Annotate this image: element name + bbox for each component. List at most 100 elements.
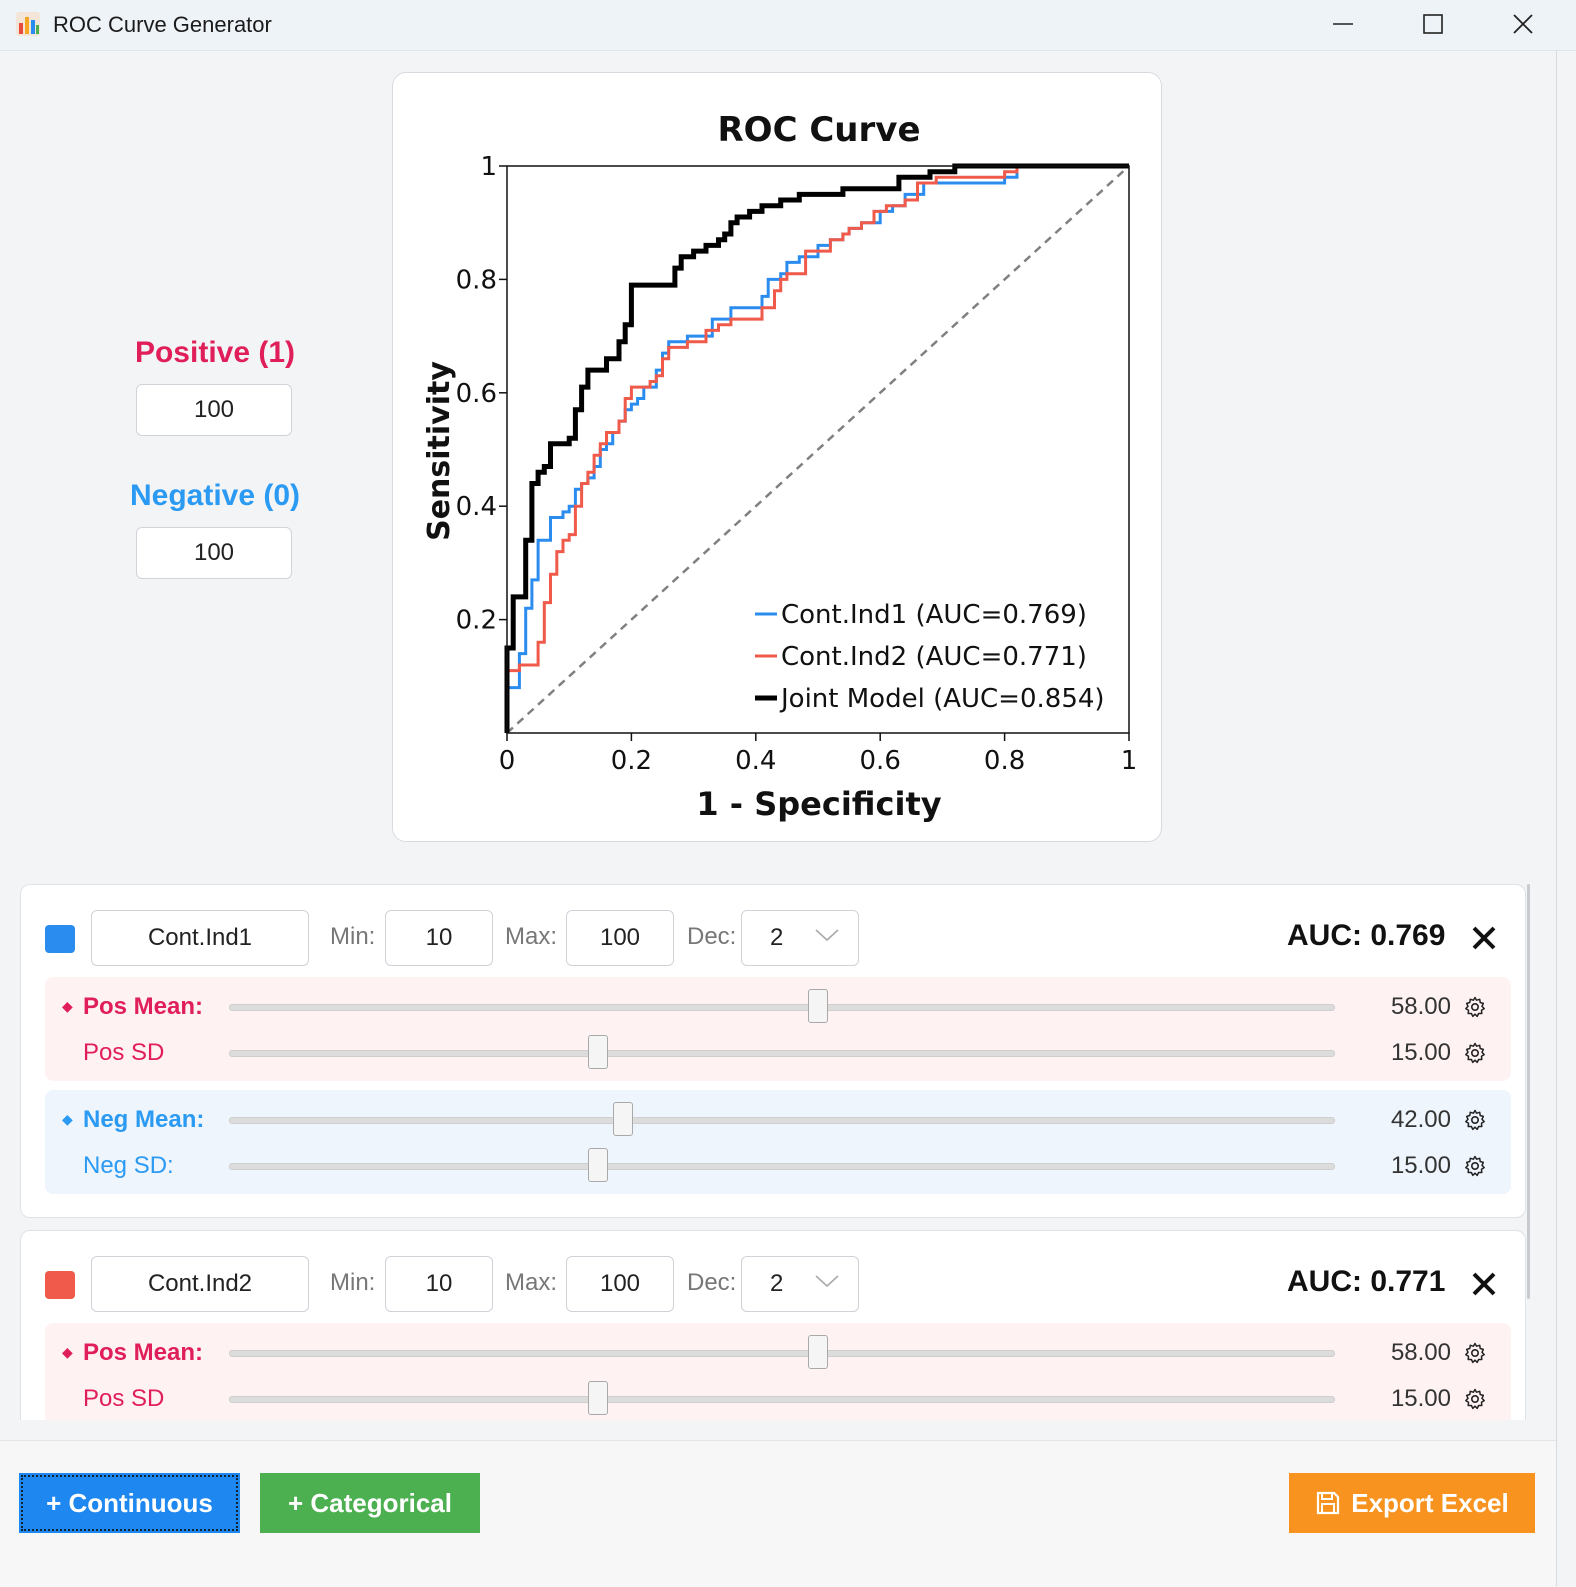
gear-icon[interactable] [1463,1108,1487,1132]
indicator-color-swatch[interactable] [45,1271,75,1299]
pos-sd-value: 15.00 [1390,1385,1451,1412]
neg-mean-label: Neg Mean: [83,1106,205,1133]
slider-thumb[interactable] [587,1148,608,1182]
series-line-2 [505,164,1129,733]
roc-chart-card: ROC Curve 0 0.2 0.4 0.6 0.8 1 0.2 0.4 0.6 0.8 1 Con… [392,72,1162,842]
max-label: Max: [505,1269,558,1296]
legend-entry: Joint Model (AUC=0.854) [779,684,1105,714]
minimize-button[interactable] [1298,0,1388,48]
maximize-button[interactable] [1388,0,1478,48]
decimals-select[interactable]: 2 [741,910,859,966]
pos-sd-label: Pos SD [83,1039,165,1066]
legend-entry: Cont.Ind1 (AUC=0.769) [781,600,1087,630]
chart-title: ROC Curve [717,110,920,150]
gear-icon[interactable] [1463,1154,1487,1178]
pos-sd-slider[interactable] [229,1035,1335,1069]
slider-thumb[interactable] [587,1381,608,1415]
x-tick-label: 0.2 [611,746,652,776]
chevron-down-icon [815,929,839,942]
close-icon [1513,14,1533,34]
negative-count-input[interactable] [136,527,292,579]
neg-sd-label: Neg SD: [83,1152,174,1179]
y-tick-label: 0.2 [456,606,497,636]
gear-icon[interactable] [1463,1387,1487,1411]
add-categorical-button[interactable]: + Categorical [260,1473,480,1533]
export-excel-button[interactable]: Export Excel [1289,1473,1535,1533]
neg-sd-slider[interactable] [229,1148,1335,1182]
plot-frame [506,165,1130,734]
pos-mean-value: 58.00 [1390,1339,1451,1366]
list-scrollbar[interactable] [1527,884,1530,1299]
gear-icon[interactable] [1463,1041,1487,1065]
x-tick-label: 0.6 [860,746,901,776]
indicator-name-input[interactable] [91,1256,309,1312]
y-tick-label: 0.8 [456,265,497,295]
window-title: ROC Curve Generator [53,12,272,37]
max-input[interactable] [566,1256,674,1312]
slider-thumb[interactable] [613,1102,634,1136]
bullet-icon: ◆ [62,1111,73,1127]
pos-sd-slider[interactable] [229,1381,1335,1415]
min-label: Min: [330,1269,376,1296]
y-tick-label: 1 [480,152,497,182]
auc-value: AUC: 0.769 [1287,919,1446,952]
x-axis-label: 1 - Specificity [696,785,941,823]
x-tick-label: 1 [1121,746,1138,776]
pos-mean-value: 58.00 [1390,993,1451,1020]
remove-x-icon[interactable] [1469,923,1499,953]
bullet-icon: ◆ [62,1344,73,1360]
min-input[interactable] [385,910,493,966]
pos-mean-slider[interactable] [229,989,1335,1023]
y-tick-label: 0.4 [456,492,497,522]
x-tick-label: 0 [499,746,516,776]
bullet-icon: ◆ [62,998,73,1014]
y-axis-label: Sensitivity [422,361,457,541]
decimals-value: 2 [770,1270,784,1297]
max-label: Max: [505,923,558,950]
positive-label: Positive (1) [134,336,296,369]
diagonal-reference-line [506,165,1130,734]
add-continuous-button[interactable]: + Continuous [19,1473,240,1533]
chevron-down-icon [815,1275,839,1288]
negative-label: Negative (0) [129,479,301,512]
legend-entry: Cont.Ind2 (AUC=0.771) [781,642,1087,672]
decimals-value: 2 [770,924,784,951]
export-excel-label: Export Excel [1351,1487,1509,1518]
auc-value: AUC: 0.771 [1287,1265,1446,1298]
positive-params: ◆ Pos Mean: 58.00 Pos SD 15.00 [45,977,1511,1081]
dec-label: Dec: [687,923,737,950]
series-line-3 [504,163,1129,733]
pos-mean-label: Pos Mean: [83,993,204,1020]
slider-thumb[interactable] [587,1035,608,1069]
slider-thumb[interactable] [808,989,829,1023]
indicator-card: Min: Max: Dec: 2 AUC: 0.769 ◆ Pos Mean: … [20,884,1526,1218]
gear-icon[interactable] [1463,995,1487,1019]
save-icon [1317,1491,1340,1515]
remove-x-icon[interactable] [1469,1269,1499,1299]
neg-mean-slider[interactable] [229,1102,1335,1136]
app-chart-icon [16,12,40,36]
neg-sd-value: 15.00 [1390,1152,1451,1179]
y-tick-label: 0.6 [456,379,497,409]
min-input[interactable] [385,1256,493,1312]
pos-mean-slider[interactable] [229,1335,1335,1369]
decimals-select[interactable]: 2 [741,1256,859,1312]
x-tick-label: 0.8 [984,746,1025,776]
negative-params: ◆ Neg Mean: 42.00 Neg SD: 15.00 [45,1090,1511,1194]
window-edge [1556,50,1557,1586]
gear-icon[interactable] [1463,1341,1487,1365]
positive-params: ◆ Pos Mean: 58.00 Pos SD 15.00 [45,1323,1511,1420]
indicator-list[interactable]: Min: Max: Dec: 2 AUC: 0.769 ◆ Pos Mean: … [18,884,1532,1420]
max-input[interactable] [566,910,674,966]
title-bar: ROC Curve Generator [0,0,1576,51]
indicator-color-swatch[interactable] [45,925,75,953]
roc-chart: ROC Curve 0 0.2 0.4 0.6 0.8 1 0.2 0.4 0.6 0.8 1 Con… [422,110,1138,823]
maximize-icon [1423,14,1443,34]
slider-thumb[interactable] [808,1335,829,1369]
indicator-name-input[interactable] [91,910,309,966]
min-label: Min: [330,923,376,950]
dec-label: Dec: [687,1269,737,1296]
positive-count-input[interactable] [136,384,292,436]
close-button[interactable] [1478,0,1568,48]
indicator-card: Min: Max: Dec: 2 AUC: 0.771 ◆ Pos Mean: … [20,1230,1526,1420]
